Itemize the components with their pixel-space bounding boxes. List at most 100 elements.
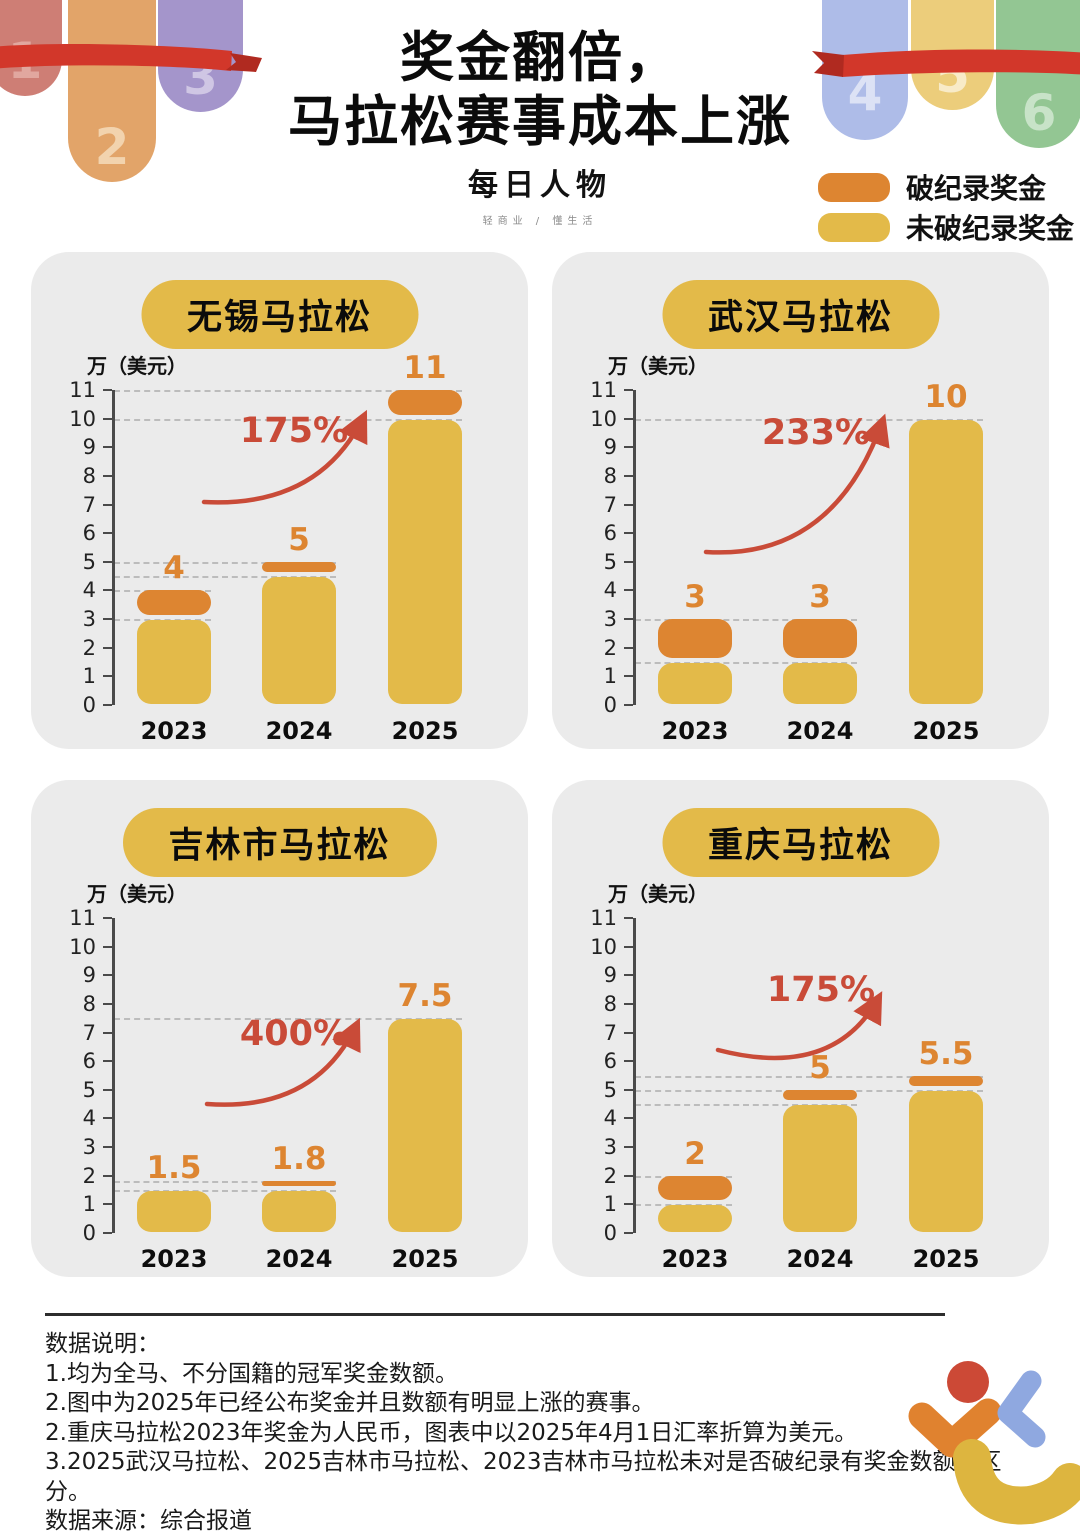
growth-arrow-icon xyxy=(201,409,368,505)
y-axis-tick xyxy=(103,1031,112,1034)
y-tick-label: 10 xyxy=(69,406,96,431)
y-axis-tick xyxy=(624,945,633,948)
y-tick-label: 8 xyxy=(82,463,96,488)
y-tick-label: 10 xyxy=(590,934,617,959)
y-axis-tick xyxy=(624,532,633,535)
y-tick-label: 11 xyxy=(590,378,617,402)
decor-number-6: 6 xyxy=(1021,84,1057,142)
y-tick-label: 6 xyxy=(82,521,96,546)
note-line: 2.重庆马拉松2023年奖金为人民币，图表中以2025年4月1日汇率折算为美元。 xyxy=(45,1419,858,1446)
y-tick-label: 3 xyxy=(82,1135,96,1160)
bar-segment-record xyxy=(658,1175,732,1201)
gridline xyxy=(635,619,857,622)
y-axis-tick xyxy=(624,1060,633,1063)
chart-plot-area: 0 1 2 3 4 5 6 7 8 9 10 11 2 2023 5 2024 5.5 2025 175% xyxy=(590,907,1018,1273)
legend-item-no-record: 未破纪录奖金 xyxy=(818,212,1074,245)
chart-plot-area: 0 1 2 3 4 5 6 7 8 9 10 11 3 2023 3 2024 10 2025 233% xyxy=(590,379,1018,745)
bar-segment-record xyxy=(388,390,462,415)
y-tick-label: 9 xyxy=(82,435,96,460)
y-axis-tick xyxy=(624,1031,633,1034)
y-tick-label: 0 xyxy=(82,693,96,717)
y-axis-tick xyxy=(103,446,112,449)
gridline xyxy=(635,1104,857,1107)
chart-title-pill: 无锡马拉松 xyxy=(140,280,419,349)
y-axis-tick xyxy=(103,389,112,391)
x-axis-year-label: 2024 xyxy=(265,1245,333,1273)
bar-segment-record xyxy=(137,590,211,616)
y-axis-tick xyxy=(624,417,633,420)
y-axis-tick xyxy=(624,446,633,449)
gridline xyxy=(114,1190,336,1193)
bar-value-label: 11 xyxy=(403,350,447,386)
chart-plot-area: 0 1 2 3 4 5 6 7 8 9 10 11 4 2023 5 2024 11 2025 175% xyxy=(69,350,497,745)
ribbon-left-icon xyxy=(0,44,262,72)
chart-panel-wuxi: 无锡马拉松 万（美元） 0 1 2 3 4 5 6 7 8 9 10 11 4 2023 5 2024 11 2025… xyxy=(31,252,528,749)
legend-label-record: 破纪录奖金 xyxy=(906,172,1047,205)
x-axis-year-label: 2025 xyxy=(391,1245,459,1273)
y-tick-label: 4 xyxy=(82,578,96,603)
y-tick-label: 7 xyxy=(82,492,96,517)
gridline xyxy=(114,576,336,579)
bar-segment-no-record xyxy=(137,620,211,704)
y-axis-tick xyxy=(103,646,112,649)
y-axis-tick xyxy=(103,503,112,506)
growth-percent-label: 233% xyxy=(761,413,871,453)
y-axis-tick xyxy=(103,1088,112,1091)
y-axis-line xyxy=(633,390,636,705)
y-tick-label: 3 xyxy=(82,607,96,632)
bar-segment-record xyxy=(658,619,732,659)
bar-value-label: 5 xyxy=(809,1049,831,1086)
y-axis-tick xyxy=(103,589,112,592)
y-axis-tick xyxy=(624,589,633,592)
y-axis-tick xyxy=(103,945,112,948)
y-tick-label: 4 xyxy=(82,1106,96,1131)
growth-percent-label: 400% xyxy=(239,1014,349,1054)
page-title: 奖金翻倍， 马拉松赛事成本上涨 xyxy=(0,26,1080,153)
y-tick-label: 2 xyxy=(603,635,617,660)
x-axis-year-label: 2023 xyxy=(140,1245,208,1273)
y-tick-label: 2 xyxy=(82,635,96,660)
y-axis-line xyxy=(633,918,636,1233)
y-axis-tick xyxy=(103,1002,112,1005)
y-tick-label: 5 xyxy=(603,1077,617,1102)
y-axis-tick xyxy=(103,532,112,535)
chart-title-pill: 吉林市马拉松 xyxy=(122,808,437,877)
footer-divider xyxy=(45,1313,945,1316)
growth-arrow-icon xyxy=(703,413,890,555)
y-tick-label: 3 xyxy=(603,607,617,632)
y-axis-tick xyxy=(103,474,112,477)
chart-panel-chongqing: 重庆马拉松 万（美元） 0 1 2 3 4 5 6 7 8 9 10 11 2 2023 5 2024 5.5 202… xyxy=(552,780,1049,1277)
y-axis-line xyxy=(112,918,115,1233)
decor-capsule-6: 6 xyxy=(996,0,1080,148)
y-tick-label: 0 xyxy=(603,1221,617,1245)
page-title-line1: 奖金翻倍， xyxy=(400,26,680,89)
legend-swatch-no-record xyxy=(818,212,890,242)
gridline xyxy=(114,1181,336,1184)
y-axis-unit-label: 万（美元） xyxy=(87,882,187,906)
y-axis-tick xyxy=(624,503,633,506)
y-tick-label: 10 xyxy=(590,406,617,431)
y-tick-label: 6 xyxy=(82,1049,96,1074)
growth-percent-label: 175% xyxy=(239,411,349,451)
bar-segment-no-record xyxy=(388,1019,462,1232)
y-axis-line xyxy=(112,390,115,705)
page-title-line2: 马拉松赛事成本上涨 xyxy=(288,89,792,153)
y-axis-tick xyxy=(103,417,112,420)
bar-segment-no-record xyxy=(262,1191,336,1232)
y-tick-label: 5 xyxy=(603,549,617,574)
y-axis-tick xyxy=(103,1232,112,1234)
bar-value-label: 4 xyxy=(163,550,185,587)
y-tick-label: 0 xyxy=(82,1221,96,1245)
gridline xyxy=(114,561,336,564)
bar-segment-record xyxy=(262,1181,336,1187)
y-tick-label: 9 xyxy=(603,963,617,988)
x-axis-year-label: 2023 xyxy=(661,1245,729,1273)
bar-value-label: 5.5 xyxy=(918,1035,974,1072)
y-tick-label: 8 xyxy=(603,991,617,1016)
gridline xyxy=(114,1018,462,1021)
bar-segment-record xyxy=(909,1075,983,1086)
y-axis-tick xyxy=(624,1002,633,1005)
note-line: 数据说明： xyxy=(45,1331,160,1357)
gridline xyxy=(635,662,857,665)
y-axis-tick xyxy=(103,1060,112,1063)
